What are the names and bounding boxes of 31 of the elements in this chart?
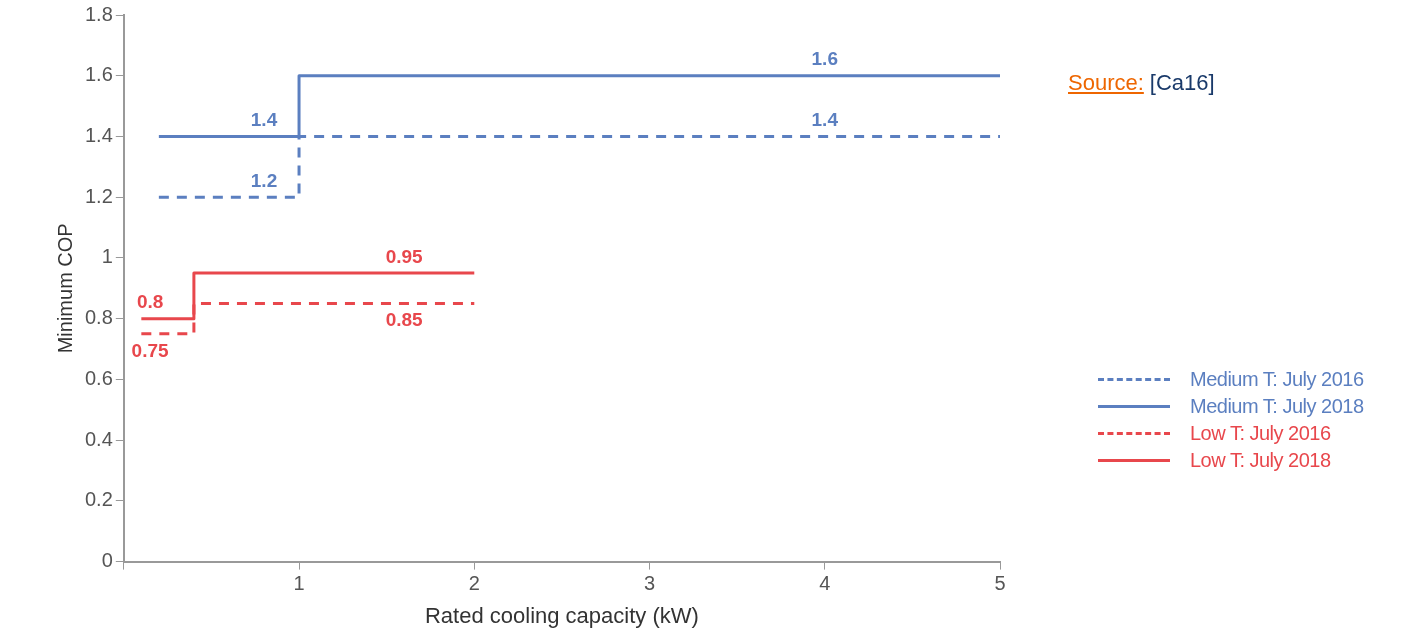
legend-label: Low T: July 2018 [1190,449,1331,472]
legend-label: Low T: July 2016 [1190,422,1331,445]
y-tick-label: 1.2 [84,184,113,207]
text: [Ca16] [1149,70,1215,95]
annotation: 1.4 [811,109,839,131]
annotation: 1.4 [250,109,278,131]
y-tick-label: 0 [101,549,113,572]
annotation: 1.2 [250,169,278,191]
legend-label: Medium T: July 2018 [1190,395,1364,418]
y-tick-label: 0.2 [84,488,113,511]
x-tick-label: 4 [819,572,831,595]
x-tick-label: 2 [468,572,480,595]
legend-label: Medium T: July 2016 [1190,368,1364,391]
y-tick-label: 1.6 [84,63,113,86]
y-tick-label: 0.6 [84,366,113,389]
y-tick-label: 1.4 [84,123,113,146]
y-tick-label: 1.8 [84,2,113,25]
y-tick-label: 0.4 [84,427,113,450]
annotation: 0.95 [385,245,424,267]
annotation: 0.85 [385,309,424,331]
annotation: 1.6 [811,48,838,70]
x-tick-label: 5 [994,572,1006,595]
annotation: 0.75 [131,339,170,361]
y-tick-label: 1 [101,245,113,268]
x-tick-label: 3 [643,572,656,595]
annotation: 0.8 [136,291,164,313]
y-tick-label: 0.8 [84,306,113,329]
y-axis-title: Minimum COP [53,223,76,354]
x-axis-title: Rated cooling capacity (kW) [424,602,699,628]
x-tick-label: 1 [293,572,305,595]
source-note: Source: [1068,70,1144,95]
